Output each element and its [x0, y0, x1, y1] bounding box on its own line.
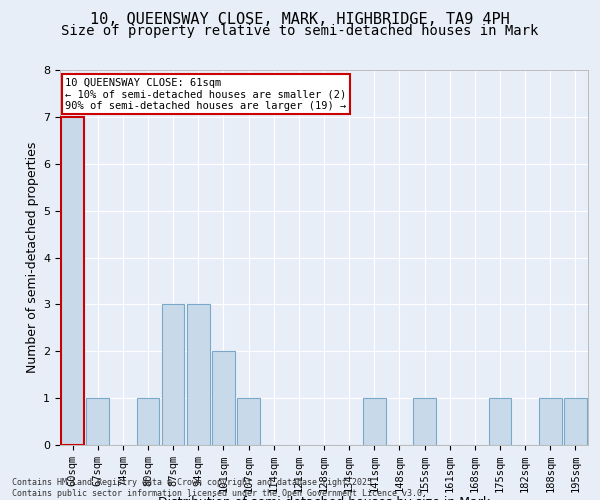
Text: 10 QUEENSWAY CLOSE: 61sqm
← 10% of semi-detached houses are smaller (2)
90% of s: 10 QUEENSWAY CLOSE: 61sqm ← 10% of semi-… — [65, 78, 347, 110]
Bar — [162, 304, 184, 445]
Text: Contains HM Land Registry data © Crown copyright and database right 2025.
Contai: Contains HM Land Registry data © Crown c… — [12, 478, 427, 498]
Bar — [564, 398, 587, 445]
Bar — [86, 398, 109, 445]
Bar — [212, 351, 235, 445]
Bar — [187, 304, 209, 445]
Bar — [237, 398, 260, 445]
Bar — [137, 398, 160, 445]
Text: Size of property relative to semi-detached houses in Mark: Size of property relative to semi-detach… — [61, 24, 539, 38]
Bar — [413, 398, 436, 445]
X-axis label: Distribution of semi-detached houses by size in Mark: Distribution of semi-detached houses by … — [158, 496, 490, 500]
Bar — [363, 398, 386, 445]
Text: 10, QUEENSWAY CLOSE, MARK, HIGHBRIDGE, TA9 4PH: 10, QUEENSWAY CLOSE, MARK, HIGHBRIDGE, T… — [90, 12, 510, 28]
Y-axis label: Number of semi-detached properties: Number of semi-detached properties — [26, 142, 39, 373]
Bar — [61, 117, 84, 445]
Bar — [539, 398, 562, 445]
Bar — [488, 398, 511, 445]
